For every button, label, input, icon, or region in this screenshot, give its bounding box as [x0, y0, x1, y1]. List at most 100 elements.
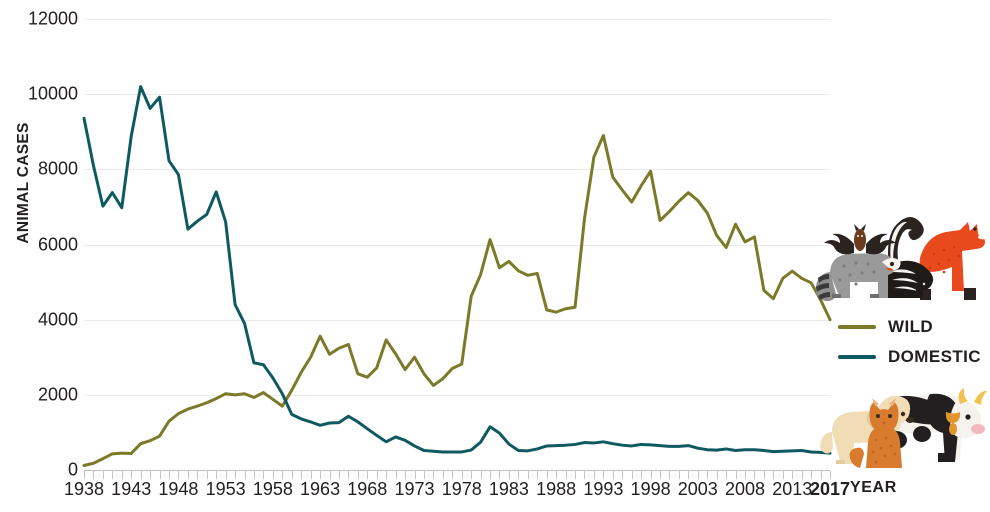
y-axis-tick-labels: 12000 10000 8000 6000 4000 2000 0 — [0, 0, 78, 512]
tickmark — [197, 471, 199, 479]
tickmark — [282, 471, 284, 479]
tickmark — [641, 471, 643, 479]
tickmark — [612, 471, 614, 479]
legend-label-wild: WILD — [888, 317, 934, 336]
gridline-2000 — [84, 394, 830, 396]
y-tick-label-10000: 10000 — [27, 83, 78, 104]
y-tick-label-6000: 6000 — [37, 234, 78, 254]
tickmark — [112, 471, 114, 479]
x-tick-label-1938: 1938 — [63, 479, 105, 499]
tickmark — [801, 471, 803, 479]
tickmark — [187, 471, 189, 479]
tickmark — [272, 471, 274, 479]
series-lines — [82, 85, 832, 467]
tickmark — [735, 471, 737, 479]
tickmark — [414, 471, 416, 479]
tickmark — [225, 471, 227, 479]
x-tick-label-1993: 1993 — [583, 479, 624, 499]
gridline-4000 — [84, 319, 830, 321]
x-tick-label-1968: 1968 — [347, 479, 388, 499]
chart-legend: WILD DOMESTIC — [838, 312, 981, 372]
wild-animals-illustration — [815, 216, 985, 302]
x-tick-label-1943: 1943 — [111, 479, 152, 499]
tickmark — [518, 471, 520, 479]
x-tick-label-1963: 1963 — [300, 479, 341, 499]
tickmark — [244, 471, 246, 479]
legend-swatch-wild — [838, 325, 876, 329]
tickmark — [565, 471, 567, 479]
tickmark — [423, 471, 425, 479]
domestic-animals-illustration — [820, 388, 987, 468]
tickmark — [471, 471, 473, 479]
y-tick-label-8000: 8000 — [37, 158, 78, 179]
series-line-domestic — [82, 85, 832, 455]
tickmark — [386, 471, 388, 479]
tickmark — [792, 471, 794, 479]
tickmark — [452, 471, 454, 479]
gridline-12000 — [84, 19, 830, 20]
plot-area: 1938 1943 1948 1953 1958 1963 1968 1973 1978 1983… — [64, 0, 850, 512]
x-tick-label-2013: 2013 — [772, 479, 813, 499]
tickmark — [433, 471, 435, 479]
tickmark — [178, 471, 180, 479]
x-tick-label-1988: 1988 — [536, 479, 577, 499]
x-tick-label-2017: 2017 — [809, 479, 851, 499]
tickmark — [603, 471, 605, 479]
tickmark — [140, 471, 142, 479]
cat-icon — [849, 398, 902, 468]
tickmark — [461, 471, 463, 479]
tickmark — [216, 471, 218, 479]
tickmark — [348, 471, 350, 479]
tickmark — [253, 471, 255, 479]
tickmark — [556, 471, 558, 479]
tickmark — [811, 471, 813, 479]
tickmark — [678, 471, 680, 479]
tickmark — [716, 471, 718, 479]
y-tick-label-12000: 12000 — [27, 8, 78, 29]
x-tick-label-1983: 1983 — [488, 479, 529, 499]
tickmark — [726, 471, 728, 479]
tickmark — [121, 471, 123, 479]
tickmark — [159, 471, 161, 479]
tickmark — [235, 471, 237, 479]
tickmark — [707, 471, 709, 479]
tickmark — [820, 471, 822, 479]
tickmark — [546, 471, 548, 479]
tickmark — [206, 471, 208, 479]
tickmark — [763, 471, 765, 479]
raccoon-icon — [815, 253, 901, 302]
x-tick-label-2008: 2008 — [724, 479, 766, 499]
tickmark — [338, 471, 340, 479]
tickmark — [754, 471, 756, 479]
tickmark — [150, 471, 152, 479]
tickmark — [102, 471, 104, 479]
tickmark — [329, 471, 331, 479]
tickmark — [508, 471, 510, 479]
tickmark — [291, 471, 293, 479]
tickmark — [537, 471, 539, 479]
tickmark — [745, 471, 746, 479]
tickmark — [527, 471, 529, 479]
legend-item-domestic[interactable]: DOMESTIC — [838, 342, 981, 372]
x-axis-title: YEAR — [850, 479, 897, 496]
tickmark — [669, 471, 671, 479]
x-tick-label-1998: 1998 — [630, 479, 671, 499]
tickmark — [697, 471, 699, 479]
tickmark — [773, 471, 775, 479]
gridline-6000 — [84, 244, 830, 246]
tickmark — [660, 471, 662, 479]
tickmark — [490, 471, 492, 479]
bat-icon — [824, 224, 896, 255]
tickmark — [782, 471, 784, 479]
legend-item-wild[interactable]: WILD — [838, 312, 981, 342]
tickmark — [310, 471, 312, 479]
tickmark — [584, 471, 586, 479]
gridline-10000 — [84, 94, 830, 96]
x-tick-label-1978: 1978 — [441, 479, 482, 499]
tickmark — [376, 471, 378, 479]
tickmark — [688, 471, 690, 479]
y-tick-label-2000: 2000 — [37, 384, 78, 405]
tickmark — [631, 471, 633, 479]
tickmark — [93, 471, 95, 479]
